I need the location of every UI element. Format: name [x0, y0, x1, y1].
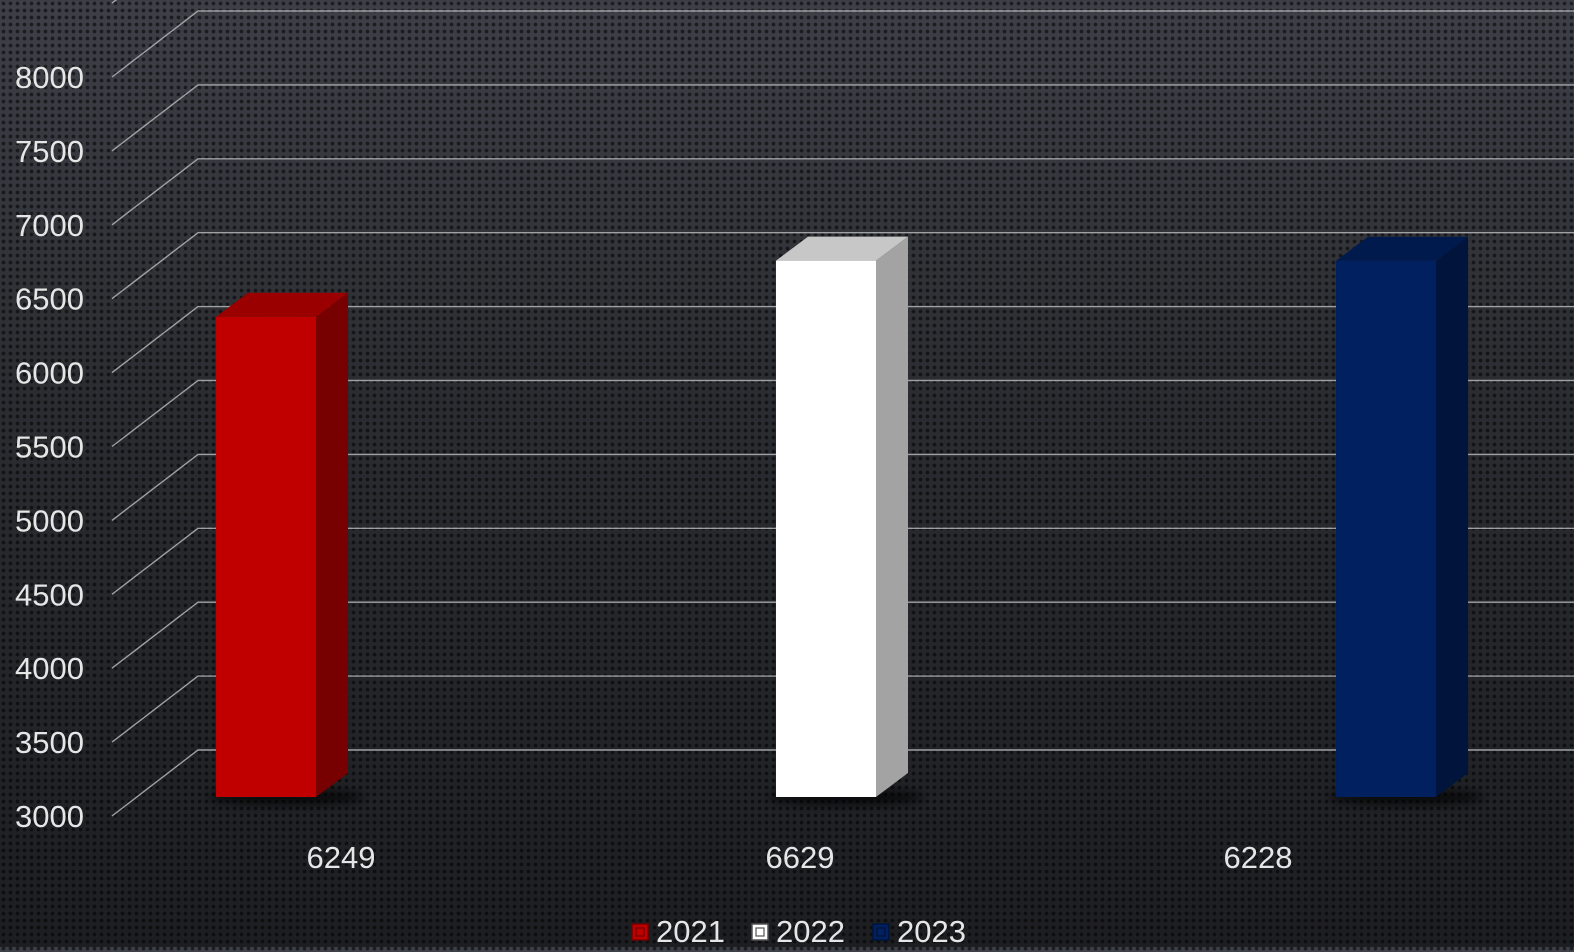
y-tick-label: 7000: [15, 208, 84, 243]
legend-swatch-inner: [876, 927, 886, 937]
bar-side-face: [876, 236, 908, 798]
gridline: [111, 527, 1574, 595]
bar-front-face: [776, 260, 876, 797]
gridline: [111, 749, 1574, 817]
y-tick-label: 6500: [15, 282, 84, 317]
bar-2023: [1328, 236, 1484, 805]
bar-top-face: [1336, 236, 1468, 261]
y-tick-label: 5000: [15, 503, 84, 538]
bars: [208, 236, 1484, 805]
legend-swatch: [631, 923, 649, 941]
gridline: [111, 601, 1574, 669]
bar-2022: [768, 236, 924, 805]
y-tick-label: 5500: [15, 430, 84, 465]
bar-side-face: [316, 292, 348, 797]
gridline: [111, 379, 1574, 448]
legend-swatch-inner: [635, 927, 645, 937]
y-tick-label: 4500: [15, 577, 84, 612]
bar-2021: [208, 292, 364, 805]
bar-front-face: [216, 316, 316, 797]
legend-item-2023: 2023: [872, 914, 966, 949]
gridline: [111, 84, 1574, 152]
legend-swatch-inner: [755, 927, 765, 937]
legend-label: 2022: [776, 914, 845, 947]
legend-swatch: [872, 923, 890, 941]
y-tick-label: 7500: [15, 134, 84, 169]
legend-label: 2023: [897, 914, 966, 947]
gridlines: [111, 0, 1574, 817]
bar-top-face: [776, 236, 908, 261]
x-tick-label: 6228: [1224, 840, 1293, 875]
legend-item-2021: 2021: [631, 914, 725, 949]
gridline: [111, 10, 1574, 78]
y-tick-label: 4000: [15, 651, 84, 686]
gridline: [111, 231, 1574, 300]
y-tick-label: 3000: [15, 799, 84, 834]
gridline: [111, 305, 1574, 374]
legend-item-2022: 2022: [751, 914, 845, 949]
bar-front-face: [1336, 260, 1436, 797]
x-axis-labels: 6249 6629 6228: [307, 840, 1293, 875]
gridline: [111, 0, 118, 4]
bar-side-face: [1436, 236, 1468, 797]
bar-top-face: [216, 292, 348, 317]
x-tick-label: 6249: [307, 840, 376, 875]
y-tick-label: 8000: [15, 60, 84, 95]
x-tick-label: 6629: [766, 840, 835, 875]
legend-label: 2021: [656, 914, 725, 947]
legend: 2021 2022 2023: [631, 914, 966, 949]
y-tick-label: 6000: [15, 356, 84, 391]
gridline: [111, 158, 1574, 226]
y-axis-ticks: 3000 3500 4000 4500 5000 5500 6000 6500 7000 7500…: [15, 60, 84, 834]
y-tick-label: 3500: [15, 725, 84, 760]
legend-swatch: [751, 923, 769, 941]
gridline: [111, 453, 1574, 521]
gridline: [111, 675, 1574, 743]
